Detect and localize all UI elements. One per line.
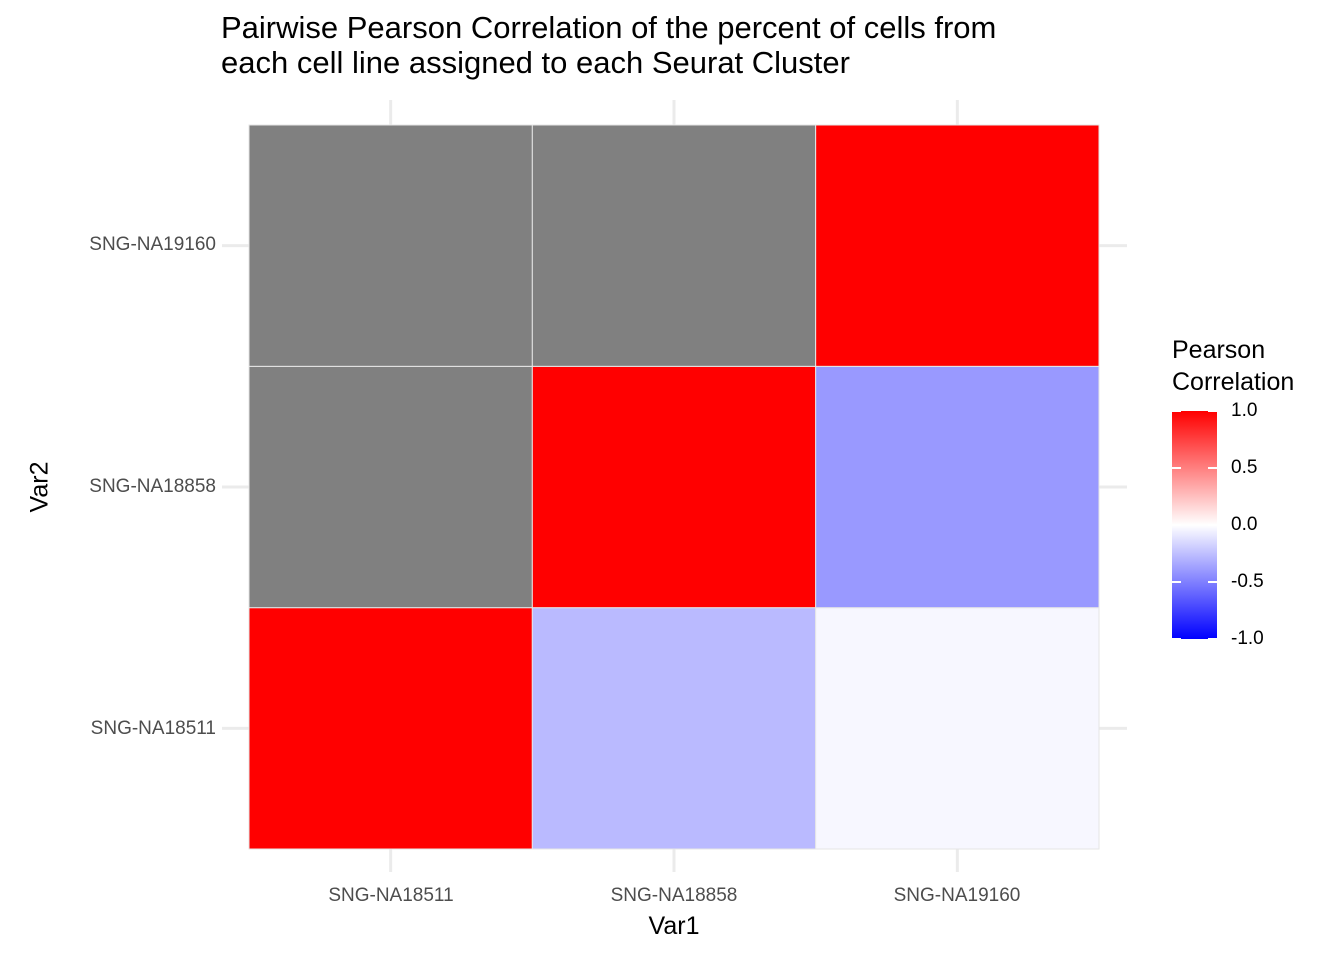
heatmap-cell-sng-na18511-sng-na19160	[248, 124, 533, 367]
y-tick-label-sng-na18858: SNG-NA18858	[89, 476, 216, 497]
chart-title-line-2: each cell line assigned to each Seurat C…	[221, 45, 850, 80]
heatmap-cell-sng-na19160-sng-na19160	[815, 124, 1100, 367]
legend-title-line-1: Pearson	[1172, 336, 1266, 364]
heatmap-cell-sng-na18511-sng-na18858	[248, 365, 533, 609]
legend-tick-0-5: 0.5	[1231, 457, 1258, 478]
heatmap-cell-sng-na18511-sng-na18511	[248, 607, 533, 850]
y-tick-label-sng-na18511: SNG-NA18511	[90, 718, 216, 739]
heatmap-cell-sng-na18858-sng-na19160	[531, 124, 817, 367]
heatmap-cell-sng-na18858-sng-na18858	[531, 365, 817, 609]
y-axis-label: Var2	[25, 461, 54, 513]
x-tick-label-sng-na19160: SNG-NA19160	[893, 885, 1021, 906]
chart-title: Pairwise Pearson Correlation of the perc…	[221, 10, 996, 80]
heatmap-cells	[248, 124, 1100, 850]
x-tick-label-sng-na18511: SNG-NA18511	[328, 885, 454, 906]
x-tick-label-sng-na18858: SNG-NA18858	[610, 885, 738, 906]
legend-title: Pearson Correlation	[1172, 334, 1294, 398]
legend-tick-0-0: 0.0	[1231, 514, 1258, 535]
x-axis-label: Var1	[648, 912, 700, 940]
heatmap-cell-sng-na19160-sng-na18511	[815, 607, 1100, 850]
chart-title-line-1: Pairwise Pearson Correlation of the perc…	[221, 10, 997, 45]
legend-tick-minus-1-0: -1.0	[1231, 628, 1264, 649]
legend-tick-minus-0-5: -0.5	[1231, 571, 1264, 592]
legend-title-line-2: Correlation	[1172, 368, 1295, 396]
legend-tick-1-0: 1.0	[1231, 400, 1258, 421]
heatmap-cell-sng-na19160-sng-na18858	[815, 365, 1100, 609]
legend-colorbar	[1172, 410, 1217, 640]
heatmap-cell-sng-na18858-sng-na18511	[531, 607, 817, 850]
y-tick-label-sng-na19160: SNG-NA19160	[89, 234, 216, 255]
